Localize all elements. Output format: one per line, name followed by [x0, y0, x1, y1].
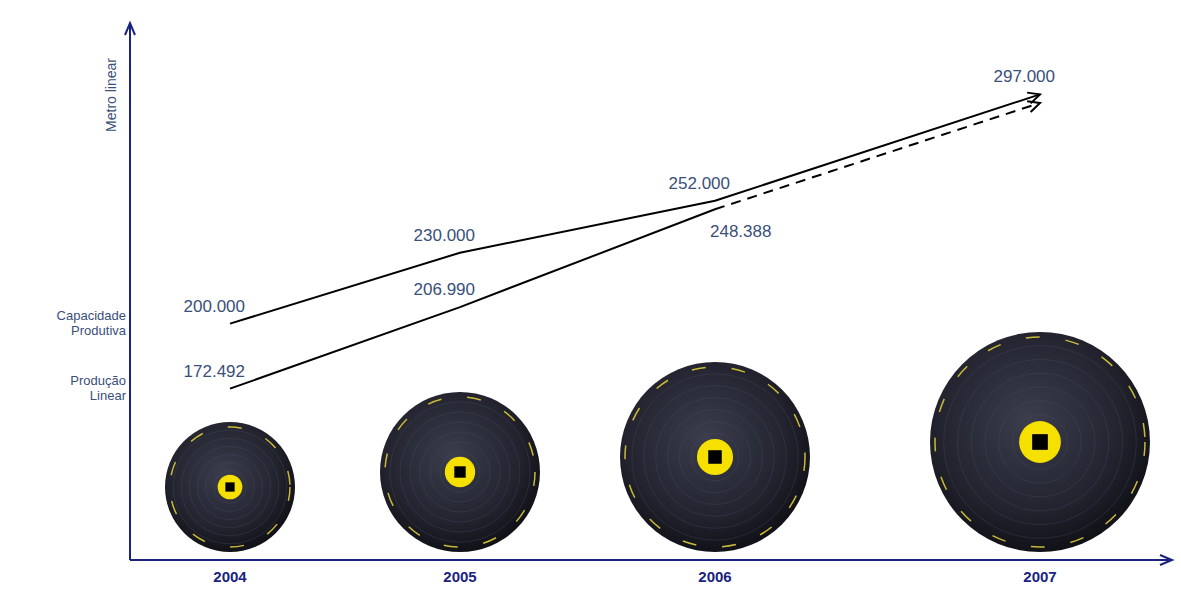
roll: [380, 392, 540, 552]
data-label: 252.000: [669, 174, 730, 193]
roll-ring: [214, 471, 247, 504]
roll-ring: [644, 386, 787, 529]
x-tick-label: 2005: [443, 568, 476, 585]
series-line: [230, 94, 1040, 323]
roll-ring: [999, 401, 1082, 484]
roll-ring: [985, 387, 1095, 497]
roll-core: [708, 450, 722, 464]
roll-ring: [420, 432, 500, 512]
roll-ring: [944, 346, 1137, 539]
roll-ring: [181, 438, 279, 536]
roll-ring: [173, 430, 287, 544]
y-axis-arrow: [125, 23, 135, 35]
roll-ring: [430, 442, 490, 502]
roll-ring: [691, 433, 739, 481]
series-name-line: Produtiva: [71, 323, 127, 338]
roll-ring: [656, 398, 775, 517]
y-axis-title: Metro linear: [103, 58, 119, 132]
roll-ring: [971, 373, 1109, 511]
x-tick-label: 2004: [213, 568, 247, 585]
series-name: ProduçãoLinear: [70, 373, 126, 403]
roll-ring: [958, 360, 1123, 525]
data-label: 248.388: [710, 222, 771, 241]
x-tick-label: 2006: [698, 568, 731, 585]
line-arrowhead: [1027, 101, 1040, 112]
roll-hub: [697, 439, 733, 475]
roll-ring: [206, 463, 255, 512]
data-label: 297.000: [994, 67, 1055, 86]
data-label: 230.000: [414, 226, 475, 245]
data-label: 200.000: [184, 297, 245, 316]
roll-ring: [198, 455, 263, 520]
roll: [165, 422, 295, 552]
roll-ring: [410, 422, 510, 522]
roll-rim: [385, 397, 535, 547]
data-label: 206.990: [414, 280, 475, 299]
series-name: CapacidadeProdutiva: [57, 308, 127, 338]
roll-ring: [400, 412, 520, 532]
roll-ring: [189, 446, 270, 527]
data-label: 172.492: [184, 362, 245, 381]
y-axis: [129, 25, 131, 560]
roll: [930, 332, 1150, 552]
x-axis-arrow: [1160, 555, 1172, 565]
series-name-line: Produção: [70, 373, 126, 388]
lines: [230, 93, 1040, 389]
roll-rim: [935, 337, 1145, 547]
series-name-line: Linear: [90, 388, 127, 403]
roll: [620, 362, 810, 552]
roll-ring: [668, 410, 763, 505]
x-tick-label: 2007: [1023, 568, 1056, 585]
series-name-line: Capacidade: [57, 308, 126, 323]
roll-rim: [170, 427, 290, 547]
x-axis: [130, 559, 1170, 561]
roll-ring: [390, 402, 530, 542]
roll-rim: [625, 367, 805, 547]
labels: 200.000230.000252.000297.000CapacidadePr…: [57, 67, 1055, 403]
roll-core: [1032, 434, 1048, 450]
series-line: [230, 209, 715, 388]
chart: Metro linear 2004 2005 2006 2007 200.000 230.0…: [0, 0, 1181, 596]
roll-core: [454, 466, 465, 477]
roll-ring: [632, 374, 798, 540]
roll-core: [225, 482, 234, 491]
roll-hub: [218, 475, 243, 500]
roll-ring: [1013, 415, 1068, 470]
rolls: [165, 332, 1150, 552]
roll-ring: [440, 452, 480, 492]
roll-hub: [1019, 421, 1061, 463]
roll-hub: [445, 457, 475, 487]
projection-line: [715, 103, 1040, 209]
roll-ring: [679, 421, 750, 492]
